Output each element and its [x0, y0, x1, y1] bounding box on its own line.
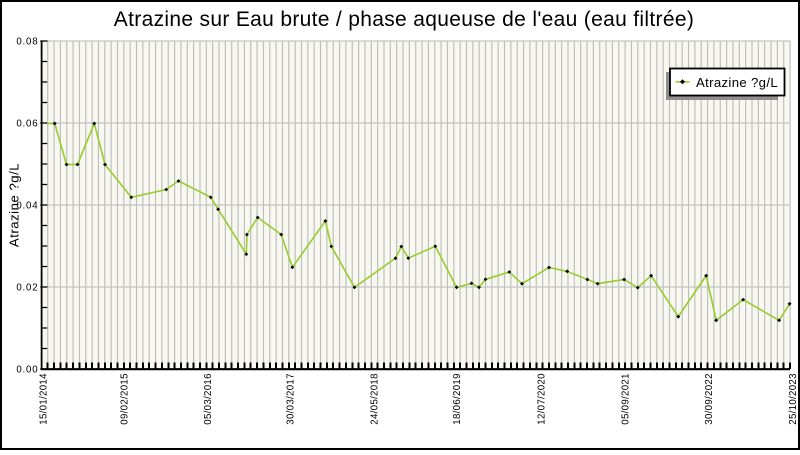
svg-text:0.02: 0.02	[16, 282, 38, 293]
svg-text:05/09/2021: 05/09/2021	[620, 373, 631, 425]
svg-text:0.08: 0.08	[16, 36, 38, 47]
svg-text:30/09/2022: 30/09/2022	[704, 373, 715, 425]
svg-text:0.06: 0.06	[16, 118, 38, 129]
svg-text:Atrazine ?g/L: Atrazine ?g/L	[6, 163, 21, 247]
svg-text:09/02/2015: 09/02/2015	[119, 373, 130, 425]
svg-text:30/03/2017: 30/03/2017	[286, 373, 297, 425]
svg-text:18/06/2019: 18/06/2019	[452, 373, 463, 425]
svg-text:15/01/2014: 15/01/2014	[38, 373, 49, 425]
svg-text:0.04: 0.04	[16, 200, 38, 211]
svg-text:25/10/2023: 25/10/2023	[788, 373, 799, 425]
svg-text:0.00: 0.00	[16, 364, 38, 375]
svg-text:Atrazine sur Eau brute / phase: Atrazine sur Eau brute / phase aqueuse d…	[114, 8, 694, 31]
svg-text:Atrazine ?g/L: Atrazine ?g/L	[696, 75, 778, 90]
svg-text:24/05/2018: 24/05/2018	[369, 373, 380, 425]
svg-text:12/07/2020: 12/07/2020	[536, 373, 547, 425]
svg-text:05/03/2016: 05/03/2016	[203, 373, 214, 425]
